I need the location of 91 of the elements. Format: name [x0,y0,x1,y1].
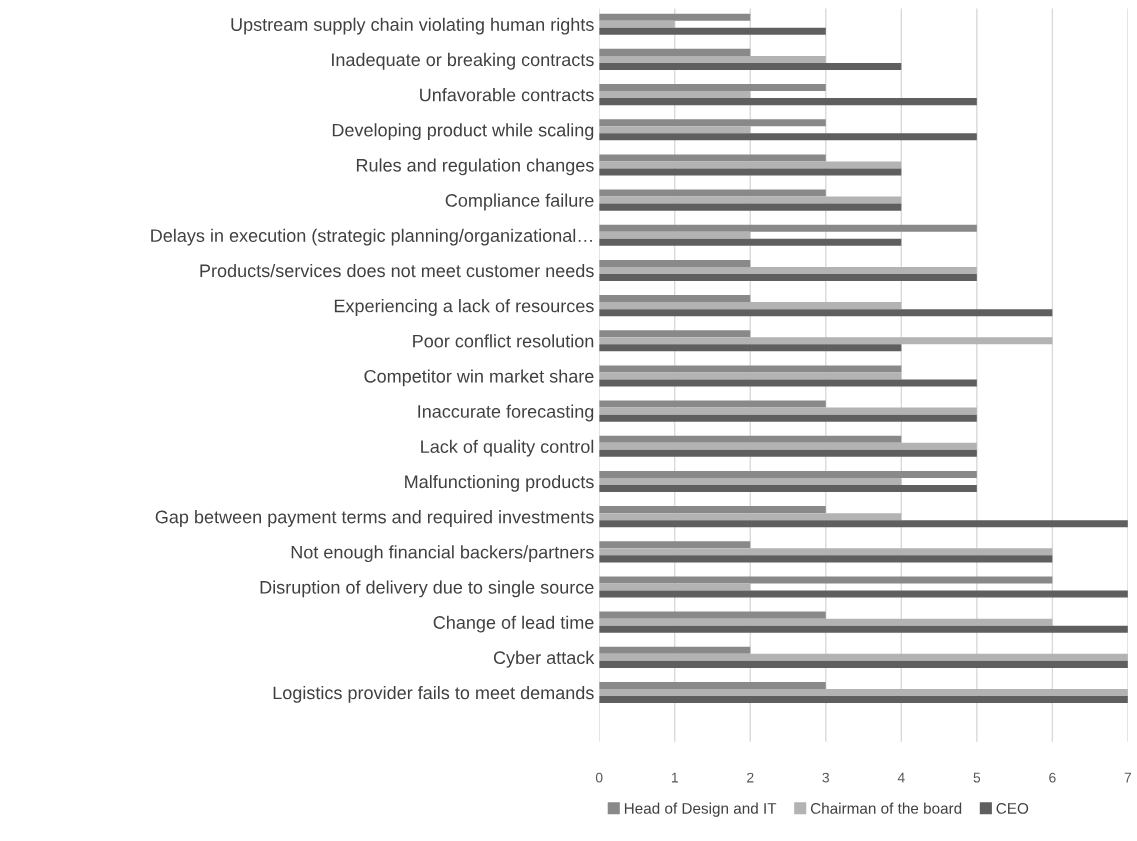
y-tick-label: Rules and regulation changes [356,158,594,176]
legend-label: CEO [996,803,1029,814]
y-tick-label: Experiencing a lack of resources [334,299,594,316]
bar [599,681,826,689]
bar [599,259,751,267]
bar [599,302,902,310]
y-tick-label: Developing product while scaling [332,123,594,141]
legend-label: Head of Design and IT [624,802,777,817]
bar [599,611,826,619]
bar [599,548,1053,556]
bar [599,477,902,485]
y-tick-label: Malfunctioning products [405,474,594,492]
bar [599,119,826,127]
bar [599,189,826,197]
y-tick-label: Change of lead time [433,615,594,633]
bar [599,513,902,521]
bar [599,541,751,549]
bar [599,625,1128,633]
bar [599,203,902,211]
bar [599,414,977,422]
bar [599,337,1053,345]
x-tick-label: 5 [973,772,981,783]
bar [599,470,977,478]
x-tick-label: 6 [1049,772,1056,783]
bar [599,555,1053,563]
bar [599,506,826,514]
bar [599,344,902,352]
bar [599,590,1128,598]
bar [599,485,977,493]
bar [599,196,902,204]
bar [599,231,751,239]
bar [599,62,902,70]
bar [599,618,1053,626]
y-tick-label: Inadequate or breaking contracts [332,52,594,70]
bar [599,20,675,28]
x-tick-label: 4 [897,772,905,783]
bar [599,91,751,99]
bar [599,583,751,591]
y-tick-label: Competitor win market share [364,369,594,387]
bar [599,224,977,232]
bar [599,154,826,162]
y-tick-label: Poor conflict resolution [413,334,594,348]
y-tick-label: Not enough financial backers/partners [291,545,594,563]
bar [599,379,977,387]
bar [599,407,977,415]
y-tick-label: Disruption of delivery due to single source [260,580,594,598]
bar [599,449,977,457]
bar [599,309,1053,317]
y-tick-label: Products/services does not meet customer needs [200,263,594,278]
bar [599,400,826,408]
bar [599,689,1128,697]
bar [599,238,902,246]
y-tick-label: Lack of quality control [421,439,594,457]
y-tick-label: Compliance failure [445,193,594,211]
x-tick-label: 7 [1124,772,1132,783]
bar [599,520,1128,528]
bar [599,48,751,56]
y-tick-label: Unfavorable contracts [420,88,594,102]
bar [599,660,1128,668]
bar [599,126,751,134]
y-tick-label: Inaccurate forecasting [418,404,594,422]
bar [599,330,751,338]
legend-label: Chairman of the board [810,802,962,814]
x-tick-label: 2 [747,772,754,783]
y-tick-label: Delays in execution (strategic planning/organizational… [151,228,592,246]
bar [599,266,977,274]
bar [599,295,751,303]
bar [599,27,826,35]
bar [599,133,977,141]
x-tick-label: 0 [595,772,603,783]
bar [599,646,751,654]
y-tick-label: Cyber attack [493,650,595,668]
bar [599,435,902,443]
bar [599,653,1128,661]
bar [599,168,902,176]
y-tick-label: Upstream supply chain violating human rights [231,17,594,35]
bar [599,13,751,21]
y-tick-label: Gap between payment terms and required investments [155,510,594,527]
bar [599,84,826,92]
bar [599,576,1053,584]
bar [599,372,902,380]
bar [599,442,977,450]
bar [599,161,902,169]
bar [599,696,1128,704]
bar [599,98,977,106]
x-tick-label: 3 [822,772,830,783]
bar [599,365,902,373]
bar [599,273,977,281]
x-tick-label: 1 [671,772,678,783]
bar [599,55,826,63]
y-tick-label: Logistics provider fails to meet demands [273,685,594,703]
